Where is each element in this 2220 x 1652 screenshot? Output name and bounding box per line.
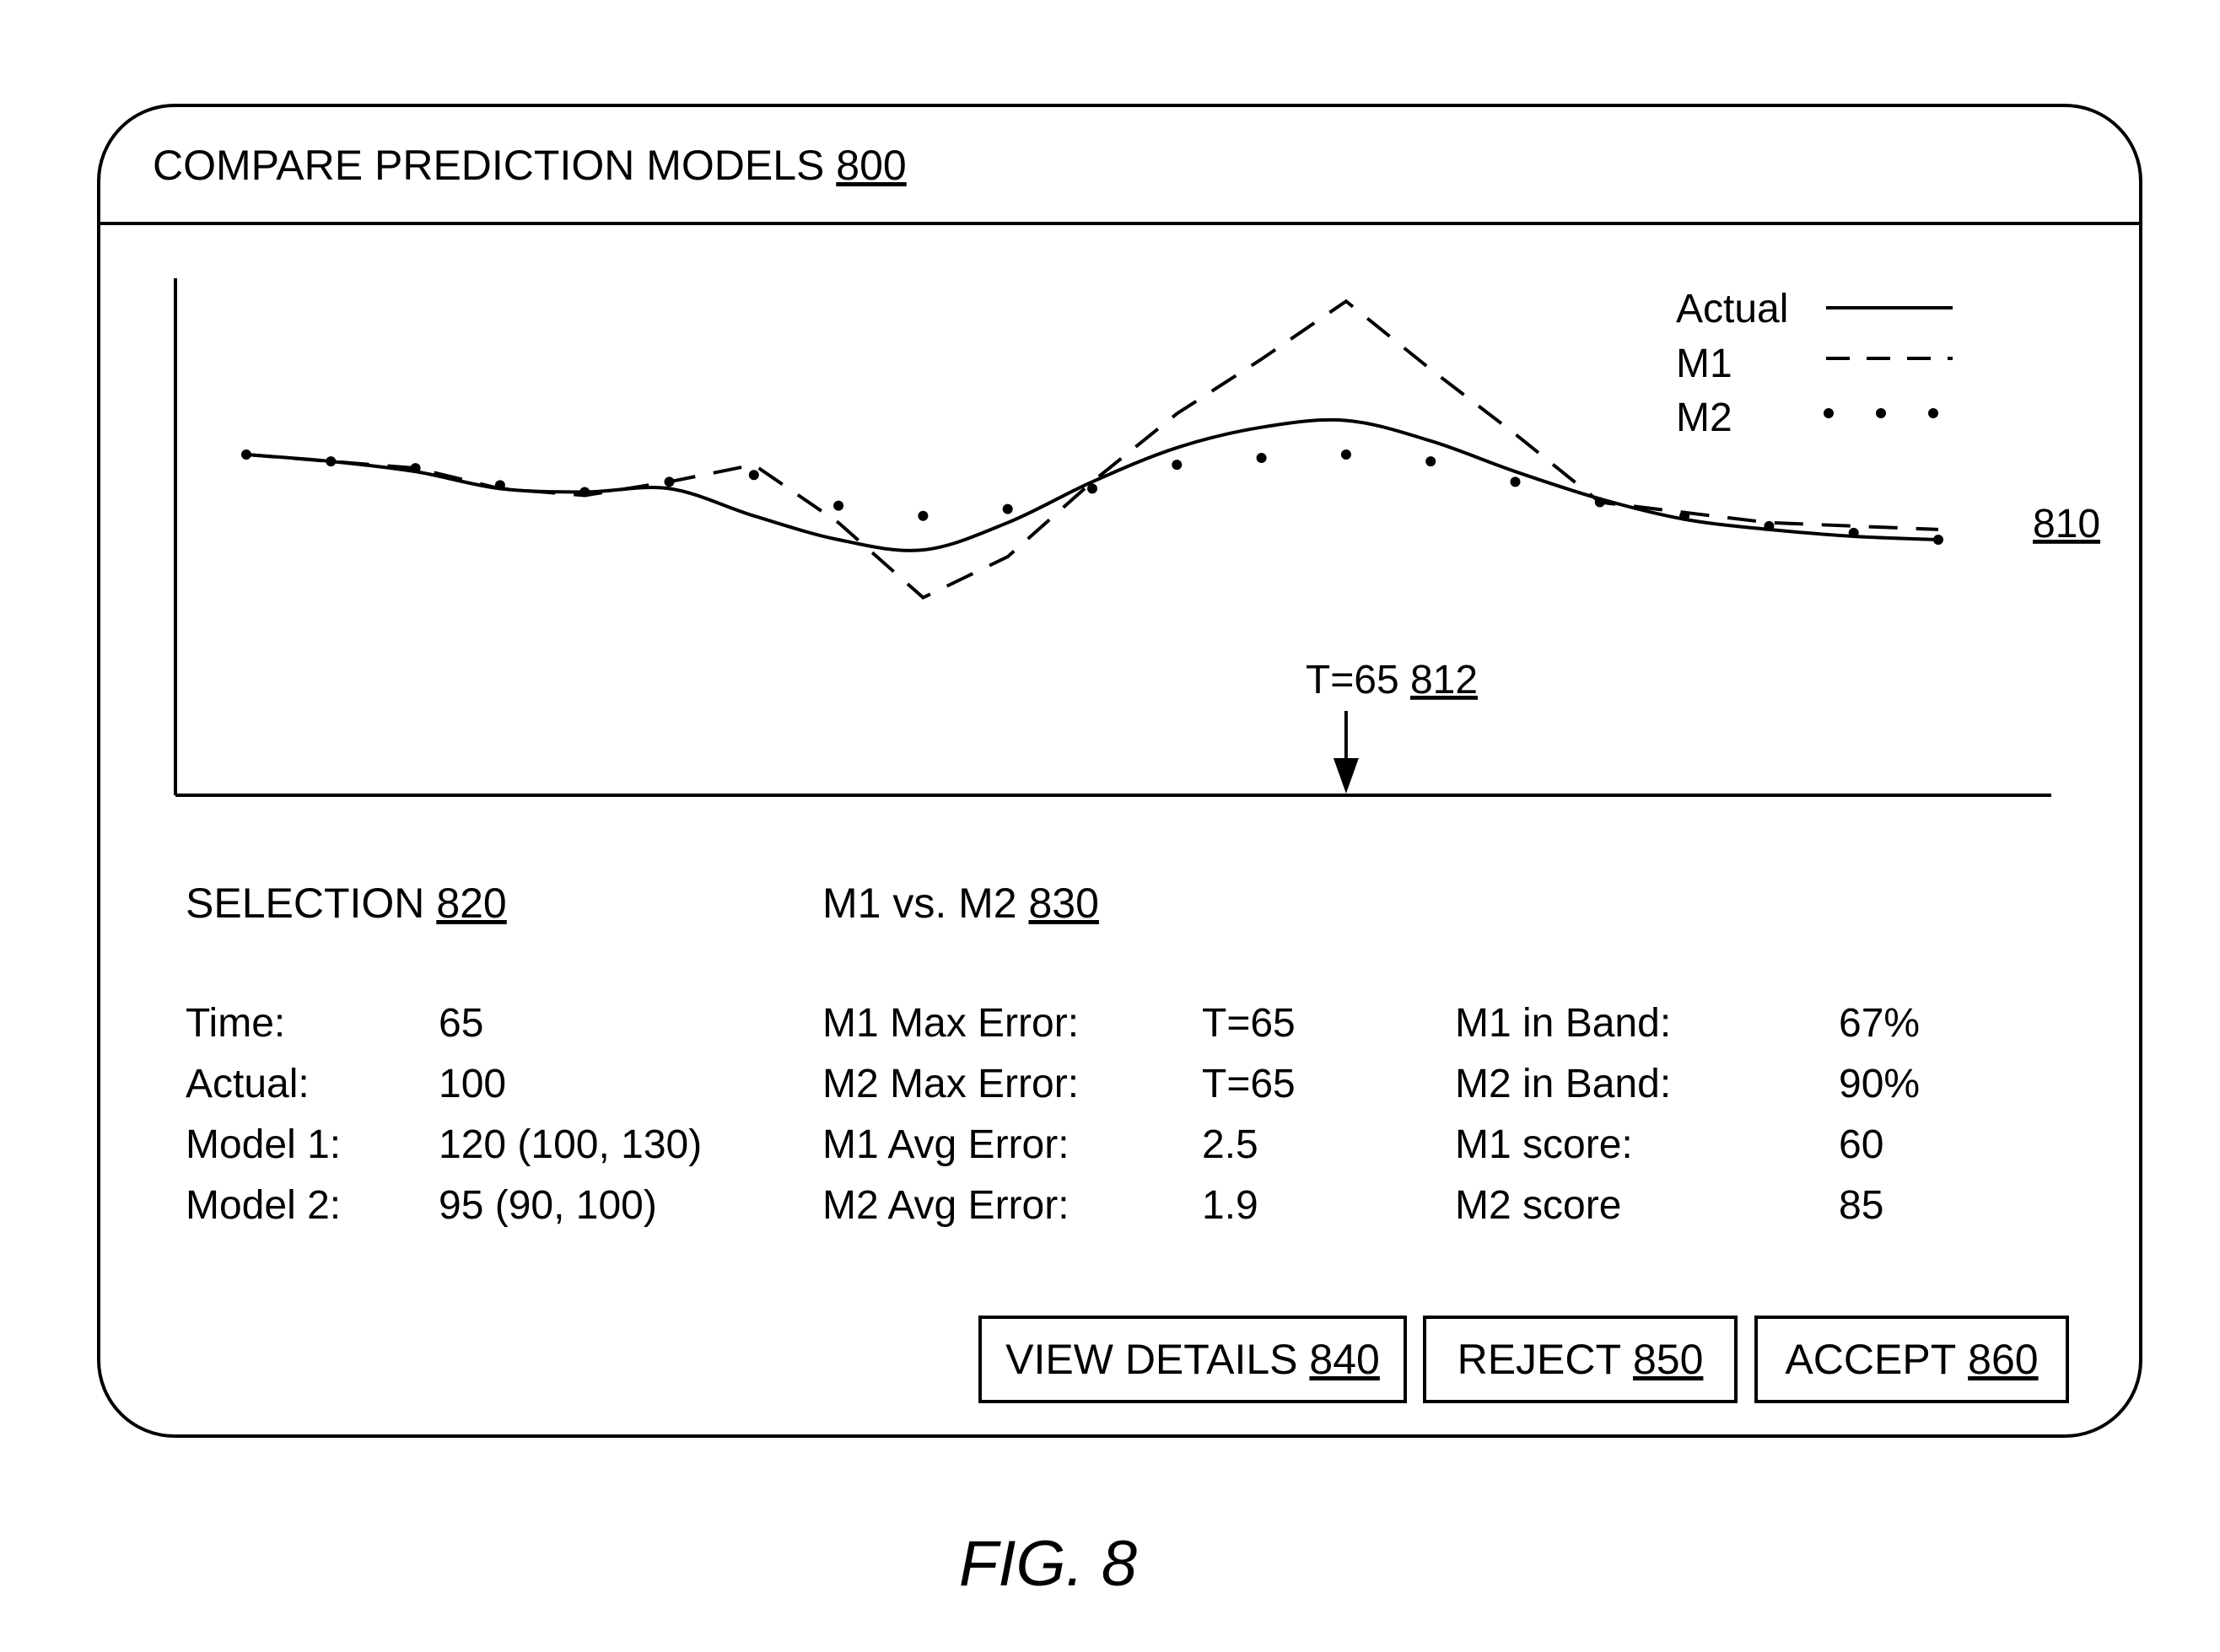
m1-max-error-value: T=65 [1202,1004,1296,1044]
m2-max-error-label: M2 Max Error: [822,1064,1079,1105]
m2-max-error-value: T=65 [1202,1064,1296,1105]
accept-button[interactable]: ACCEPT 860 [1754,1316,2069,1403]
selection-model2-label: Model 2: [186,1186,341,1226]
m1-in-band-value: 67% [1839,1004,1920,1044]
m2-score-label: M2 score [1455,1186,1621,1226]
m1-avg-error-value: 2.5 [1202,1125,1258,1165]
m2-avg-error-value: 1.9 [1202,1186,1258,1226]
reject-label: REJECT [1458,1335,1621,1384]
selection-actual-value: 100 [439,1064,506,1105]
m2-in-band-value: 90% [1839,1064,1920,1105]
view-details-label: VIEW DETAILS [1005,1335,1297,1384]
selection-model1-label: Model 1: [186,1125,341,1165]
m1-score-label: M1 score: [1455,1125,1633,1165]
window-title-bar: COMPARE PREDICTION MODELS 800 [100,107,2139,225]
reject-button[interactable]: REJECT 850 [1423,1316,1738,1403]
accept-ref: 860 [1968,1335,2038,1384]
window-ref: 800 [836,142,906,189]
m1-in-band-label: M1 in Band: [1455,1004,1671,1044]
selection-time-label: Time: [186,1004,285,1044]
m2-in-band-label: M2 in Band: [1455,1064,1671,1105]
m2-score-value: 85 [1839,1186,1883,1226]
m1-score-value: 60 [1839,1125,1883,1165]
selection-model2-value: 95 (90, 100) [439,1186,657,1226]
m1-avg-error-label: M1 Avg Error: [822,1125,1070,1165]
selection-model1-value: 120 (100, 130) [439,1125,702,1165]
compare-models-window: COMPARE PREDICTION MODELS 800 [97,104,2142,1438]
comparison-heading: M1 vs. M2 830 [822,882,1099,924]
selection-time-value: 65 [439,1004,483,1044]
view-details-ref: 840 [1309,1335,1379,1384]
window-title: COMPARE PREDICTION MODELS 800 [153,141,907,190]
figure-caption: FIG. 8 [0,1532,2096,1596]
selection-heading: SELECTION 820 [186,882,507,924]
reject-ref: 850 [1633,1335,1703,1384]
selection-actual-label: Actual: [186,1064,310,1105]
view-details-button[interactable]: VIEW DETAILS 840 [978,1316,1407,1403]
m2-avg-error-label: M2 Avg Error: [822,1186,1070,1226]
m1-max-error-label: M1 Max Error: [822,1004,1079,1044]
accept-label: ACCEPT [1785,1335,1956,1384]
